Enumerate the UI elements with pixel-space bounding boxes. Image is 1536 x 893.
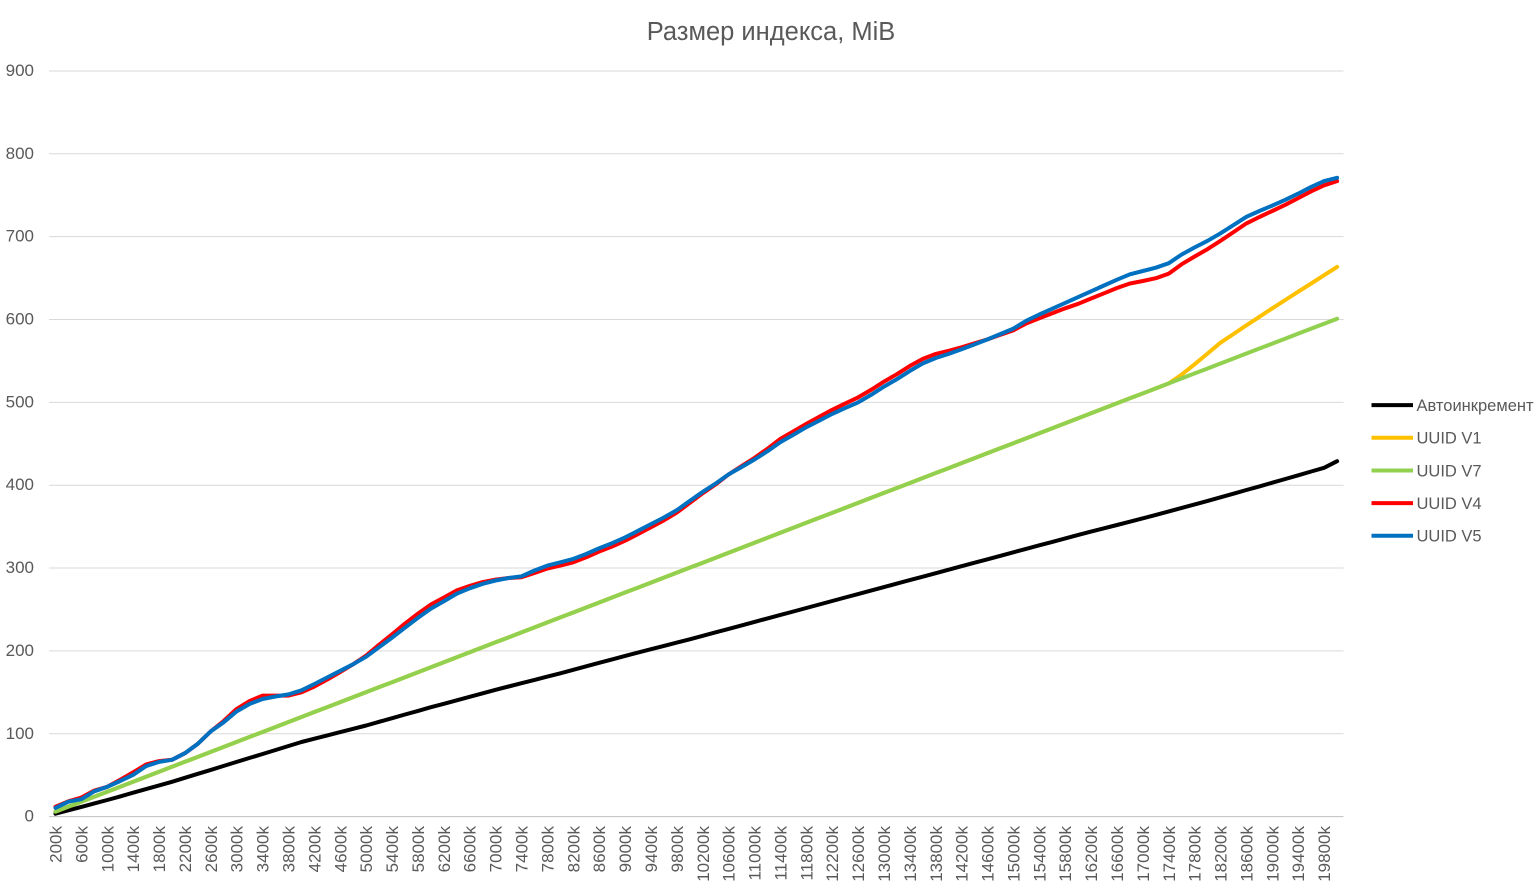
svg-text:800: 800 [6, 144, 34, 163]
svg-text:14200k: 14200k [953, 826, 972, 882]
svg-text:16600k: 16600k [1108, 826, 1127, 882]
svg-text:14600k: 14600k [979, 826, 998, 882]
svg-text:13000k: 13000k [875, 826, 894, 882]
svg-text:UUID V7: UUID V7 [1417, 462, 1482, 480]
svg-text:9400k: 9400k [642, 826, 661, 873]
svg-text:15400k: 15400k [1030, 826, 1049, 882]
svg-text:600: 600 [6, 310, 34, 329]
svg-text:200k: 200k [47, 826, 66, 863]
svg-text:300: 300 [6, 558, 34, 577]
svg-text:16200k: 16200k [1082, 826, 1101, 882]
svg-text:1800k: 1800k [150, 826, 169, 873]
svg-text:200: 200 [6, 641, 34, 660]
svg-text:4600k: 4600k [331, 826, 350, 873]
svg-text:1000k: 1000k [98, 826, 117, 873]
svg-text:5400k: 5400k [383, 826, 402, 873]
svg-text:13800k: 13800k [927, 826, 946, 882]
svg-text:0: 0 [25, 807, 34, 826]
svg-text:8600k: 8600k [590, 826, 609, 873]
svg-text:600k: 600k [72, 826, 91, 863]
svg-text:900: 900 [6, 61, 34, 80]
svg-text:Размер индекса, MiB: Размер индекса, MiB [647, 18, 896, 46]
svg-text:100: 100 [6, 724, 34, 743]
svg-text:Автоинкремент: Автоинкремент [1417, 397, 1534, 415]
svg-text:4200k: 4200k [305, 826, 324, 873]
svg-text:3800k: 3800k [280, 826, 299, 873]
svg-text:500: 500 [6, 392, 34, 411]
svg-text:3400k: 3400k [254, 826, 273, 873]
svg-text:9000k: 9000k [616, 826, 635, 873]
svg-text:5000k: 5000k [357, 826, 376, 873]
svg-text:17400k: 17400k [1160, 826, 1179, 882]
svg-text:9800k: 9800k [668, 826, 687, 873]
svg-text:18600k: 18600k [1237, 826, 1256, 882]
svg-text:19400k: 19400k [1289, 826, 1308, 882]
svg-text:11800k: 11800k [797, 826, 816, 881]
svg-text:10600k: 10600k [720, 826, 739, 882]
svg-text:UUID V1: UUID V1 [1417, 430, 1482, 448]
svg-text:UUID V4: UUID V4 [1417, 495, 1482, 513]
svg-text:8200k: 8200k [564, 826, 583, 873]
svg-text:5800k: 5800k [409, 826, 428, 873]
svg-text:17000k: 17000k [1134, 826, 1153, 882]
svg-text:7800k: 7800k [538, 826, 557, 873]
svg-text:15000k: 15000k [1004, 826, 1023, 882]
svg-text:11000k: 11000k [746, 826, 765, 881]
svg-text:13400k: 13400k [901, 826, 920, 882]
svg-text:10200k: 10200k [694, 826, 713, 882]
svg-text:11400k: 11400k [771, 826, 790, 881]
svg-text:6200k: 6200k [435, 826, 454, 873]
svg-text:18200k: 18200k [1212, 826, 1231, 882]
svg-text:7000k: 7000k [487, 826, 506, 873]
svg-text:12200k: 12200k [823, 826, 842, 882]
svg-text:400: 400 [6, 475, 34, 494]
svg-text:UUID V5: UUID V5 [1417, 528, 1482, 546]
svg-text:1400k: 1400k [124, 826, 143, 873]
svg-text:19800k: 19800k [1315, 826, 1334, 882]
svg-text:7400k: 7400k [513, 826, 532, 873]
svg-text:6600k: 6600k [461, 826, 480, 873]
svg-text:3000k: 3000k [228, 826, 247, 873]
svg-text:12600k: 12600k [849, 826, 868, 882]
svg-text:700: 700 [6, 227, 34, 246]
svg-text:15800k: 15800k [1056, 826, 1075, 882]
svg-text:17800k: 17800k [1186, 826, 1205, 882]
svg-text:2600k: 2600k [202, 826, 221, 873]
svg-text:2200k: 2200k [176, 826, 195, 873]
svg-text:19000k: 19000k [1263, 826, 1282, 882]
